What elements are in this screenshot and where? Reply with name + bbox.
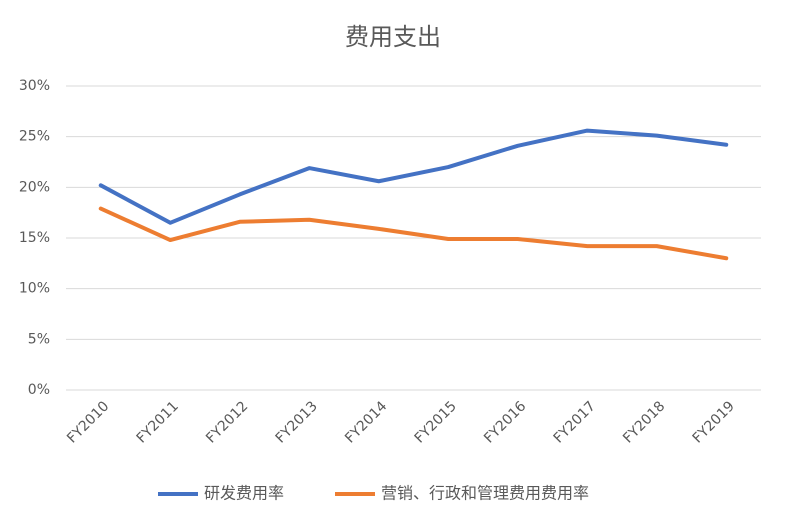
y-tick-label: 25% xyxy=(19,129,50,145)
y-tick-label: 15% xyxy=(19,230,50,246)
series-line xyxy=(98,206,729,261)
chart-title: 费用支出 xyxy=(345,23,441,51)
y-tick-label: 0% xyxy=(28,382,50,398)
y-tick-label: 5% xyxy=(28,331,50,347)
y-tick-label: 30% xyxy=(19,78,50,94)
legend-label: 营销、行政和管理费用费用率 xyxy=(381,484,589,503)
y-tick-label: 10% xyxy=(19,281,50,297)
series-line xyxy=(98,128,729,225)
legend-label: 研发费用率 xyxy=(204,484,284,503)
y-tick-label: 20% xyxy=(19,179,50,195)
